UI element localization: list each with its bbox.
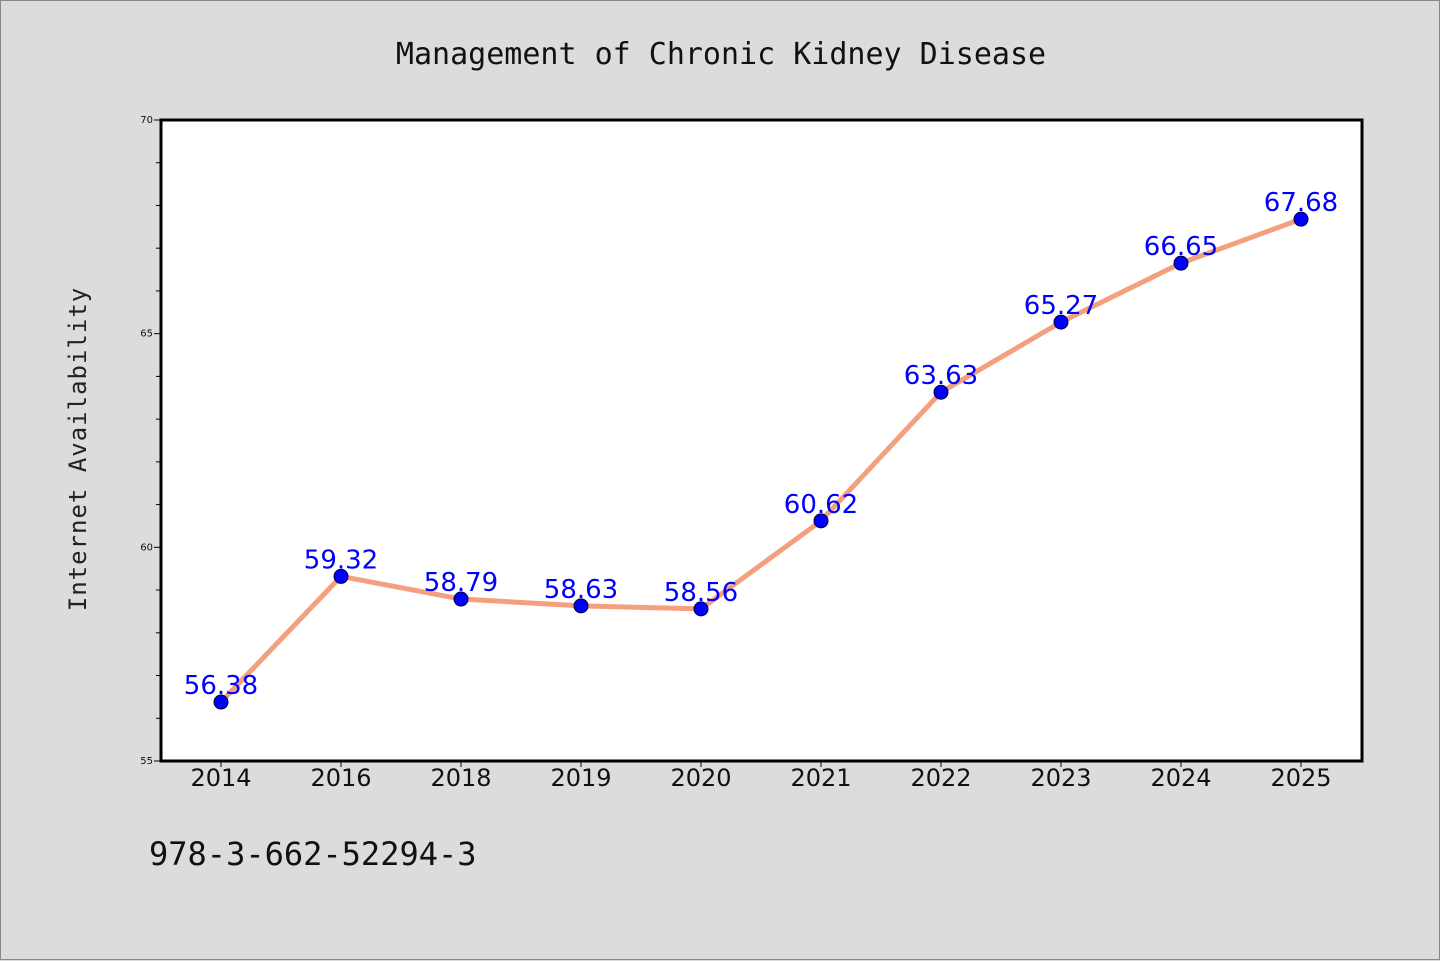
series-group (213, 211, 1309, 710)
x-tick-label: 2025 (1270, 764, 1331, 792)
y-axis-ticks: 55 60 65 70 (140, 115, 161, 767)
series-line (219, 216, 1302, 704)
x-tick-label: 2021 (790, 764, 851, 792)
data-label: 65.27 (1024, 291, 1098, 321)
data-point (1173, 255, 1189, 271)
data-point (1293, 211, 1309, 227)
chart-title: Management of Chronic Kidney Disease (396, 37, 1046, 72)
data-label: 67.68 (1264, 188, 1338, 218)
x-tick-label: 2020 (670, 764, 731, 792)
isbn-text: 978-3-662-52294-3 (149, 835, 477, 873)
data-label: 58.63 (544, 575, 618, 605)
x-axis-ticks: 2014 2016 2018 2019 2020 2021 2022 2023 2024 2025 (190, 761, 1332, 792)
plot-area (159, 118, 1364, 763)
data-point (933, 384, 949, 400)
x-tick-label: 2022 (910, 764, 971, 792)
x-tick-label: 2016 (310, 764, 371, 792)
x-tick-label: 2018 (430, 764, 491, 792)
y-tick-label: 55 (140, 756, 153, 767)
x-tick-label: 2024 (1150, 764, 1211, 792)
y-axis-label: Internet Availability (64, 287, 92, 611)
x-tick-label: 2019 (550, 764, 611, 792)
data-labels: 56.38 59.32 58.79 58.63 58.56 60.62 63.63 65.27… (184, 188, 1338, 701)
data-point (813, 513, 829, 529)
x-tick-label: 2023 (1030, 764, 1091, 792)
data-label: 59.32 (304, 545, 378, 575)
data-label: 58.56 (664, 578, 738, 608)
data-point (453, 591, 469, 607)
data-label: 58.79 (424, 568, 498, 598)
x-tick-label: 2014 (190, 764, 251, 792)
y-tick-label: 60 (140, 542, 153, 553)
data-point (1053, 314, 1069, 330)
data-point (333, 568, 349, 584)
y-tick-label: 70 (140, 115, 153, 126)
data-point (213, 694, 229, 710)
data-label: 56.38 (184, 671, 258, 701)
data-point (693, 601, 709, 617)
data-label: 60.62 (784, 490, 858, 520)
data-label: 66.65 (1144, 232, 1218, 262)
data-point (573, 598, 589, 614)
y-tick-label: 65 (140, 329, 153, 340)
data-label: 63.63 (904, 361, 978, 391)
